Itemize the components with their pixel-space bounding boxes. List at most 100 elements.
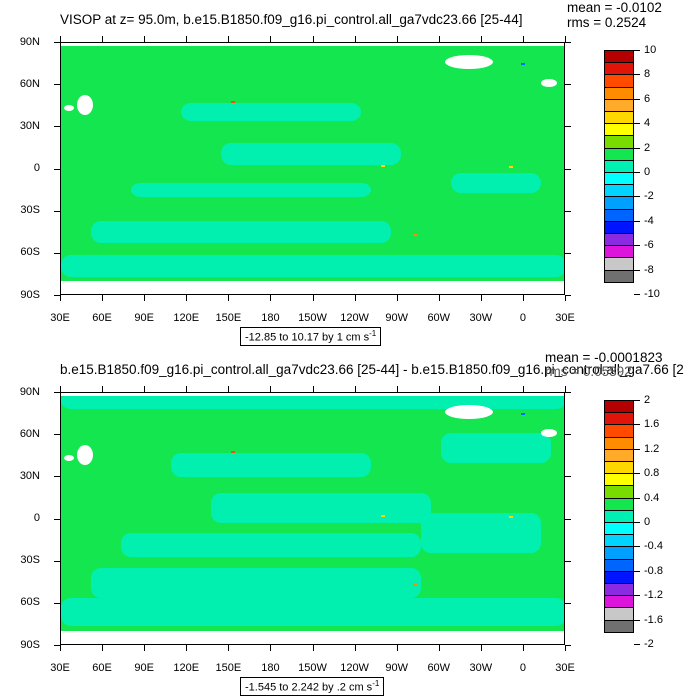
colorbar-swatch bbox=[604, 159, 634, 173]
colorbar-swatch bbox=[604, 424, 634, 438]
cyan-band bbox=[211, 493, 431, 523]
lat-label: 60S bbox=[20, 596, 40, 608]
lat-tick bbox=[54, 392, 60, 393]
lon-tick bbox=[480, 36, 482, 42]
lat-tick bbox=[565, 602, 571, 604]
colorbar-label: -6 bbox=[644, 239, 654, 252]
lon-label: 0 bbox=[519, 662, 526, 674]
colorbar-swatch bbox=[604, 184, 634, 198]
colorbar-swatch bbox=[604, 257, 634, 271]
lon-label: 60E bbox=[92, 662, 112, 674]
lat-tick bbox=[54, 252, 60, 254]
lon-label: 120E bbox=[173, 312, 200, 324]
lon-tick bbox=[312, 645, 314, 651]
lon-tick bbox=[438, 386, 440, 392]
lon-label: 120W bbox=[340, 662, 369, 674]
missing-data-patch bbox=[445, 405, 493, 419]
missing-data-patch bbox=[61, 393, 564, 396]
lon-tick bbox=[522, 36, 524, 42]
colorbar-swatch bbox=[604, 436, 634, 450]
colorbar-swatch bbox=[604, 619, 634, 633]
lon-tick bbox=[522, 386, 524, 392]
top-range-exponent: -1 bbox=[369, 329, 377, 338]
lon-label: 90W bbox=[385, 662, 408, 674]
lon-tick bbox=[438, 36, 440, 42]
lat-tick bbox=[54, 295, 60, 296]
missing-data-patch bbox=[64, 455, 74, 461]
colorbar-swatch bbox=[604, 509, 634, 523]
lon-tick bbox=[270, 645, 272, 651]
colorbar-tick bbox=[634, 74, 640, 76]
speckle bbox=[521, 413, 525, 415]
colorbar-swatch bbox=[604, 570, 634, 584]
colorbar-swatch bbox=[604, 123, 634, 137]
bottom-mean-stat: mean = -0.0001823 bbox=[545, 350, 663, 365]
lat-tick bbox=[565, 168, 571, 170]
lon-tick bbox=[60, 295, 61, 301]
top-panel-title: VISOP at z= 95.0m, b.e15.B1850.f09_g16.p… bbox=[60, 12, 523, 27]
colorbar-tick bbox=[634, 50, 640, 51]
colorbar-swatch bbox=[604, 269, 634, 283]
lat-label: 90N bbox=[19, 36, 40, 48]
lat-tick bbox=[565, 210, 571, 212]
missing-data-patch bbox=[541, 429, 557, 437]
colorbar-tick bbox=[634, 269, 640, 271]
lat-label: 0 bbox=[33, 162, 40, 174]
lon-tick bbox=[438, 295, 440, 301]
lon-label: 0 bbox=[519, 312, 526, 324]
colorbar-tick bbox=[634, 245, 640, 247]
bottom-rms-stat: rms = 0.05392 bbox=[545, 364, 632, 379]
missing-data-patch bbox=[77, 445, 93, 465]
lon-label: 30E bbox=[50, 312, 70, 324]
missing-data-patch bbox=[61, 43, 564, 46]
cyan-band bbox=[421, 513, 541, 553]
lon-tick bbox=[144, 295, 146, 301]
bottom-range-exponent: -1 bbox=[372, 679, 380, 688]
lon-tick bbox=[186, 295, 188, 301]
colorbar-label: -0.8 bbox=[644, 564, 663, 577]
lon-label: 60W bbox=[427, 662, 451, 674]
colorbar-swatch bbox=[604, 595, 634, 609]
lat-tick bbox=[565, 518, 571, 520]
lon-label: 150W bbox=[298, 662, 327, 674]
lat-tick bbox=[565, 295, 571, 296]
colorbar-tick bbox=[634, 619, 640, 621]
lon-label: 150E bbox=[215, 312, 242, 324]
lat-tick bbox=[54, 518, 60, 520]
lat-label: 60S bbox=[20, 246, 40, 258]
lon-label: 150W bbox=[298, 312, 327, 324]
colorbar-tick bbox=[634, 172, 640, 173]
lat-tick bbox=[565, 42, 571, 43]
lat-label: 0 bbox=[33, 512, 40, 524]
lat-tick bbox=[565, 434, 571, 436]
lat-label: 30S bbox=[20, 204, 40, 216]
lon-tick bbox=[270, 295, 272, 301]
lat-tick bbox=[54, 602, 60, 604]
lon-tick bbox=[438, 645, 440, 651]
colorbar-label: -10 bbox=[644, 288, 660, 300]
colorbar-tick bbox=[634, 424, 640, 426]
bottom-panel: b.e15.B1850.f09_g16.pi_control.all_ga7vd… bbox=[0, 350, 700, 700]
lon-label: 30E bbox=[555, 312, 575, 324]
colorbar-swatch bbox=[604, 208, 634, 222]
colorbar-tick bbox=[634, 473, 640, 475]
lat-label: 90N bbox=[19, 386, 40, 398]
lon-tick bbox=[228, 645, 230, 651]
lon-tick bbox=[270, 386, 272, 392]
lat-label: 90S bbox=[20, 639, 40, 651]
lat-tick bbox=[54, 210, 60, 212]
lon-tick bbox=[102, 36, 104, 42]
lon-tick bbox=[102, 645, 104, 651]
lon-tick bbox=[186, 36, 188, 42]
bottom-map-canvas bbox=[61, 393, 564, 644]
lat-tick bbox=[54, 560, 60, 562]
speckle bbox=[413, 584, 417, 586]
lon-tick bbox=[565, 386, 566, 392]
lon-tick bbox=[480, 645, 482, 651]
lat-tick bbox=[54, 434, 60, 436]
lon-label: 60W bbox=[427, 312, 451, 324]
bottom-map-plot bbox=[60, 392, 565, 645]
colorbar-tick bbox=[634, 123, 640, 125]
lon-tick bbox=[60, 645, 61, 651]
colorbar-tick bbox=[634, 196, 640, 198]
